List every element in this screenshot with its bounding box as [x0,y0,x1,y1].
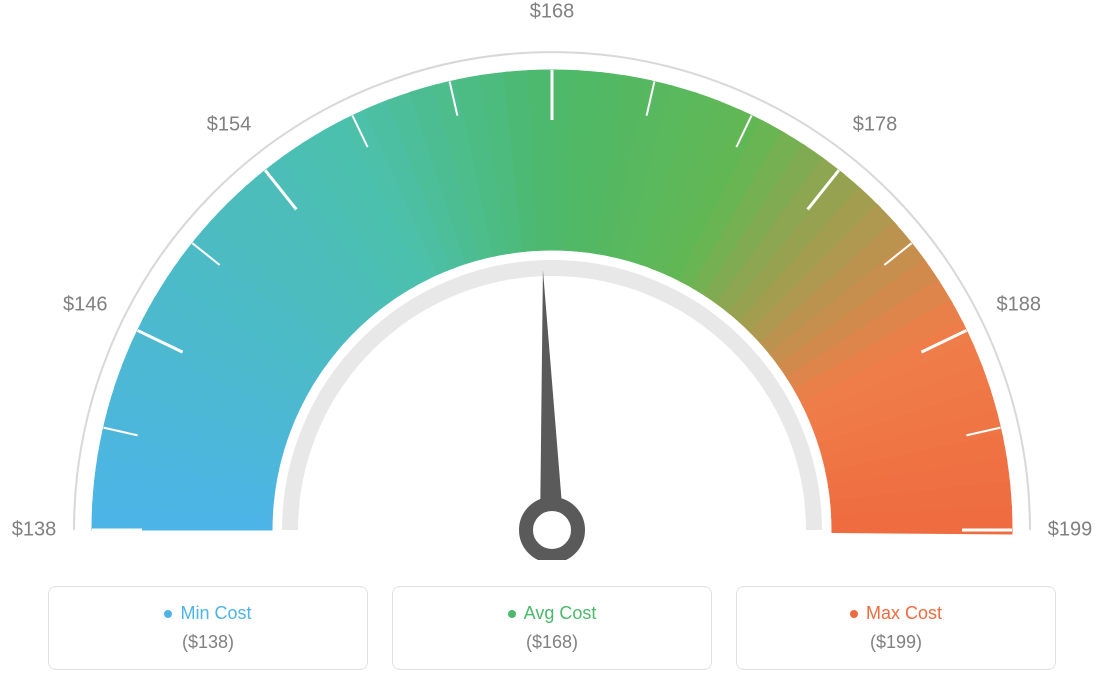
legend-max: Max Cost ($199) [736,586,1056,670]
legend-dot-max [850,610,858,618]
legend-dot-avg [508,610,516,618]
gauge-tick-label: $138 [12,519,57,542]
legend-avg-title: Avg Cost [413,603,691,624]
legend-row: Min Cost ($138) Avg Cost ($168) Max Cost… [0,586,1104,670]
gauge-svg [0,0,1104,560]
gauge-tick-label: $154 [207,114,252,137]
legend-avg-value: ($168) [413,632,691,653]
legend-avg-label: Avg Cost [524,603,597,624]
legend-min-label: Min Cost [180,603,251,624]
legend-min: Min Cost ($138) [48,586,368,670]
legend-max-title: Max Cost [757,603,1035,624]
gauge-tick-label: $168 [530,1,575,24]
gauge-tick-label: $178 [853,114,898,137]
legend-dot-min [164,610,172,618]
gauge-tick-label: $199 [1048,519,1093,542]
legend-max-value: ($199) [757,632,1035,653]
gauge-chart: $138 $146 $154 $168 $178 $188 $199 [0,0,1104,560]
legend-avg: Avg Cost ($168) [392,586,712,670]
legend-min-value: ($138) [69,632,347,653]
gauge-tick-label: $188 [996,294,1041,317]
legend-min-title: Min Cost [69,603,347,624]
legend-max-label: Max Cost [866,603,942,624]
gauge-tick-label: $146 [63,294,108,317]
